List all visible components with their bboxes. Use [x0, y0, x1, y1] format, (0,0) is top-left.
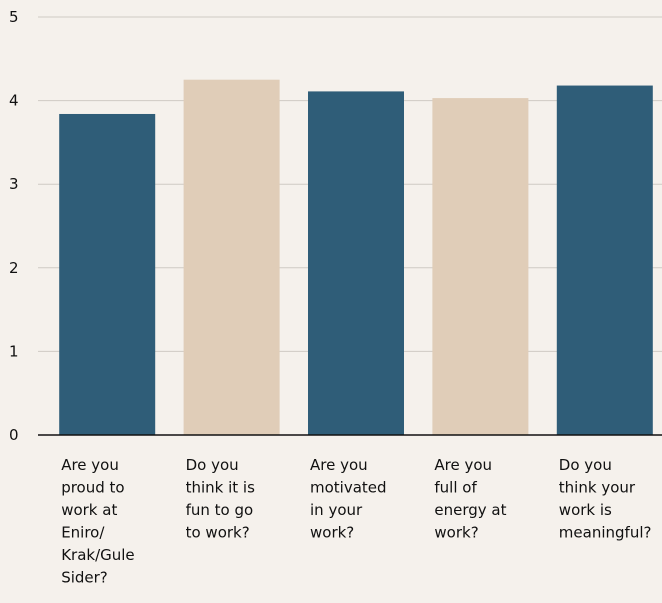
x-category-label: Are you full of energy at work?: [434, 456, 506, 542]
bar-3: [308, 91, 404, 436]
x-category-label: Are you proud to work at Eniro/Krak/Gule Sid…: [61, 456, 134, 587]
x-category-label: Do you think your work is meaningful?: [559, 456, 652, 542]
y-tick-label: 1: [9, 342, 19, 360]
y-tick-label: 3: [9, 175, 19, 193]
x-category-label: Do you think it is fun to go to work?: [186, 456, 256, 542]
x-axis-labels: Are you proud to work at Eniro/Krak/Gule Sid…: [61, 456, 651, 587]
bar-1: [59, 113, 156, 435]
bar-2: [183, 79, 280, 435]
y-tick-label: 5: [9, 8, 19, 26]
bar-4: [432, 98, 529, 435]
bars: [59, 79, 653, 436]
y-axis-ticks: 0 1 2 3 4 5: [9, 8, 19, 444]
bar-5: [556, 85, 653, 435]
y-tick-label: 4: [9, 92, 19, 110]
x-category-label: Are you motivated in your work?: [310, 456, 387, 542]
y-tick-label: 0: [9, 426, 19, 444]
y-tick-label: 2: [9, 259, 19, 277]
